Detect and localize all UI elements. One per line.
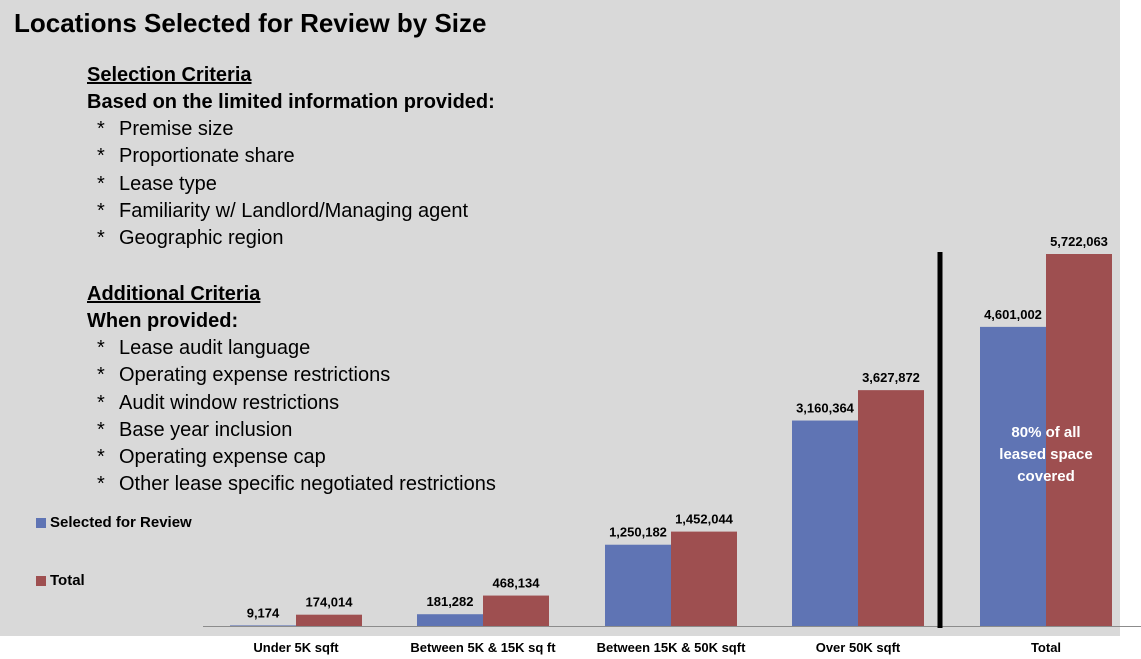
criteria-item: * Operating expense cap xyxy=(87,444,496,471)
chart-background xyxy=(0,0,1120,636)
bullet-star: * xyxy=(97,364,105,387)
criteria-item: * Proportionate share xyxy=(87,143,495,170)
criteria-item-label: Audit window restrictions xyxy=(119,391,340,414)
data-label: 174,014 xyxy=(306,595,354,610)
bullet-star: * xyxy=(97,446,105,469)
data-label: 181,282 xyxy=(427,594,474,609)
criteria-item-label: Familiarity w/ Landlord/Managing agent xyxy=(119,199,469,222)
bullet-star: * xyxy=(97,145,105,168)
bar-selected xyxy=(792,420,858,626)
bullet-star: * xyxy=(97,337,105,359)
criteria-item: * Lease type xyxy=(87,171,495,198)
bullet-star: * xyxy=(97,199,105,222)
bar-selected xyxy=(980,326,1046,626)
bullet-star: * xyxy=(97,473,105,496)
legend-swatch-selected xyxy=(36,517,46,528)
x-tick-label: Under 5K sqft xyxy=(253,640,339,655)
x-tick-label: Between 5K & 15K sq ft xyxy=(410,640,556,655)
bullet-star: * xyxy=(97,227,105,250)
criteria-item: * Audit window restrictions xyxy=(87,390,496,417)
bar-total xyxy=(1046,254,1112,626)
coverage-annotation-line: leased space xyxy=(999,446,1092,463)
x-tick-label: Total xyxy=(1031,640,1061,655)
additional-criteria-subheading: When provided: xyxy=(87,310,239,332)
legend-label-selected: Selected for Review xyxy=(50,514,192,531)
data-label: 3,160,364 xyxy=(796,401,855,416)
bar-selected xyxy=(230,625,296,626)
data-label: 1,250,182 xyxy=(609,525,667,540)
bullet-star: * xyxy=(97,118,105,140)
bullet-star: * xyxy=(97,418,105,441)
data-label: 3,627,872 xyxy=(862,370,920,385)
bullet-star: * xyxy=(97,172,105,195)
legend-label-total: Total xyxy=(50,572,85,589)
criteria-item-label: Other lease specific negotiated restrict… xyxy=(119,473,496,496)
criteria-item-label: Operating expense cap xyxy=(119,446,326,469)
coverage-annotation-line: covered xyxy=(1017,468,1075,485)
selection-criteria-heading: Selection Criteria xyxy=(87,64,252,86)
data-label: 468,134 xyxy=(493,576,541,591)
criteria-item-label: Proportionate share xyxy=(119,145,295,168)
criteria-item-label: Base year inclusion xyxy=(119,418,293,441)
data-label: 4,601,002 xyxy=(984,307,1042,322)
criteria-item: * Lease audit language xyxy=(87,335,496,362)
page-title: Locations Selected for Review by Size xyxy=(14,8,487,38)
criteria-item: * Other lease specific negotiated restric… xyxy=(87,471,496,498)
x-tick-label: Over 50K sqft xyxy=(816,640,901,655)
legend-swatch-total xyxy=(36,575,46,586)
criteria-item-label: Lease type xyxy=(119,172,217,195)
criteria-item-label: Lease audit language xyxy=(119,337,311,359)
criteria-item: * Base year inclusion xyxy=(87,417,496,444)
legend-item-selected: Selected for Review xyxy=(36,514,192,531)
data-label: 1,452,044 xyxy=(675,512,734,527)
bar-total xyxy=(858,390,924,626)
selection-criteria: Selection Criteria Based on the limited … xyxy=(87,61,495,252)
x-tick-label: Between 15K & 50K sqft xyxy=(597,640,746,655)
legend-item-total: Total xyxy=(36,572,85,589)
bar-selected xyxy=(605,544,671,626)
data-label: 5,722,063 xyxy=(1050,234,1108,249)
criteria-item: * Operating expense restrictions xyxy=(87,362,496,389)
criteria-item: * Familiarity w/ Landlord/Managing agent xyxy=(87,198,495,225)
criteria-item-label: Premise size xyxy=(119,118,234,140)
criteria-item: * Geographic region xyxy=(87,225,495,252)
selection-criteria-subheading: Based on the limited information provide… xyxy=(87,91,495,113)
bar-selected xyxy=(417,614,483,626)
criteria-item: * Premise size xyxy=(87,116,495,143)
criteria-item-label: Operating expense restrictions xyxy=(119,364,391,387)
bar-total xyxy=(671,531,737,626)
bar-total xyxy=(296,614,362,626)
data-label: 9,174 xyxy=(247,605,280,620)
additional-criteria: Additional Criteria When provided: * Leas… xyxy=(87,280,496,499)
bar-total xyxy=(483,595,549,626)
coverage-annotation-line: 80% of all xyxy=(1011,424,1080,441)
criteria-item-label: Geographic region xyxy=(119,227,284,250)
bullet-star: * xyxy=(97,391,105,414)
additional-criteria-heading: Additional Criteria xyxy=(87,283,261,305)
